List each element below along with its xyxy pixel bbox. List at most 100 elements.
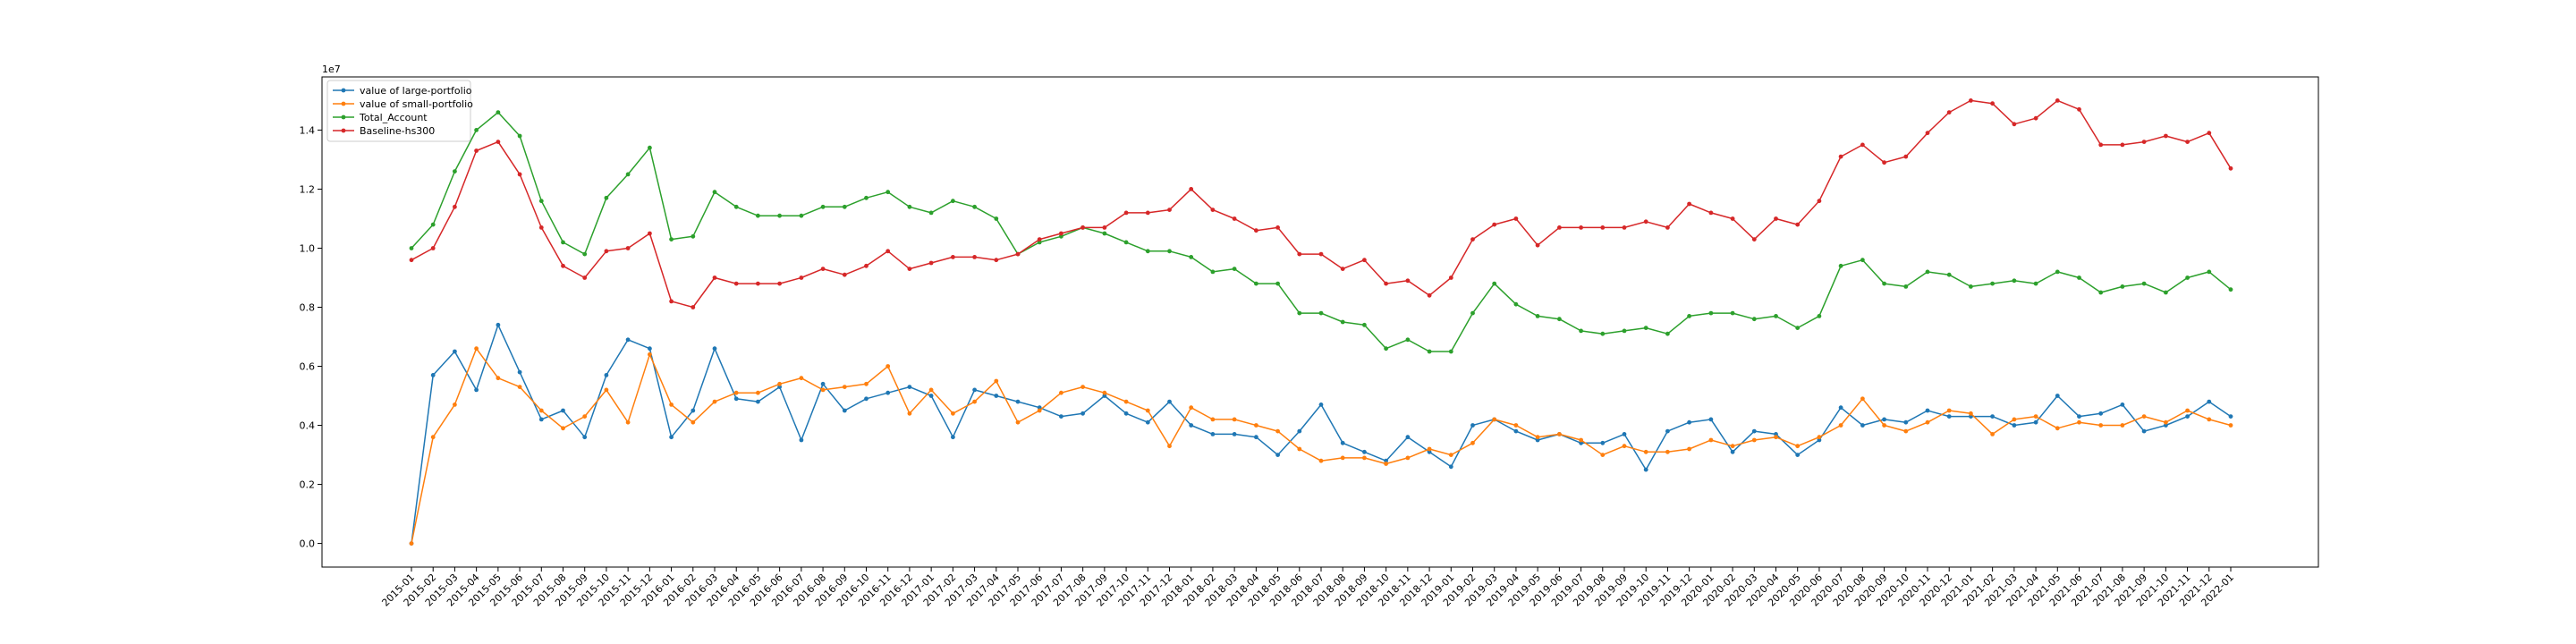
data-point	[1817, 199, 1822, 204]
data-point	[777, 385, 782, 389]
data-point	[1838, 423, 1843, 428]
data-point	[691, 305, 696, 309]
data-point	[1492, 417, 1497, 422]
data-point	[1817, 437, 1822, 443]
data-point	[799, 437, 804, 443]
data-point	[1470, 440, 1475, 445]
data-point	[1600, 331, 1606, 336]
data-point	[538, 417, 544, 422]
data-point	[1665, 225, 1670, 230]
data-point	[1362, 449, 1367, 454]
data-point	[1254, 435, 1258, 440]
data-point	[951, 199, 955, 204]
data-point	[1903, 154, 1909, 159]
data-point	[1297, 310, 1302, 316]
y-tick-label: 1.2	[300, 183, 316, 195]
y-tick-label: 0.2	[300, 479, 316, 491]
data-point	[538, 199, 544, 204]
data-point	[1123, 399, 1129, 404]
legend-label: Baseline-hs300	[360, 125, 435, 137]
data-point	[842, 204, 847, 209]
y-offset-text: 1e7	[322, 64, 341, 75]
data-point	[1123, 210, 1129, 216]
data-point	[561, 240, 565, 245]
y-tick-label: 0.0	[300, 538, 316, 550]
data-point	[1275, 453, 1280, 457]
data-point	[712, 399, 717, 404]
data-point	[1882, 160, 1887, 165]
data-point	[1145, 408, 1150, 413]
data-point	[1080, 411, 1085, 416]
data-point	[1751, 317, 1757, 322]
data-point	[1795, 453, 1801, 457]
data-point	[1882, 281, 1887, 286]
data-point	[2207, 399, 2212, 404]
data-point	[2185, 275, 2190, 280]
data-point	[1167, 208, 1172, 213]
data-point	[2098, 423, 2104, 428]
data-point	[1557, 317, 1562, 322]
data-point	[1600, 440, 1606, 445]
data-point	[2077, 106, 2081, 112]
data-point	[1513, 428, 1519, 434]
data-point	[1990, 281, 1996, 286]
data-point	[1340, 440, 1345, 445]
data-point	[1513, 301, 1519, 307]
data-point	[712, 190, 717, 195]
data-point	[1600, 225, 1606, 230]
data-point	[1795, 326, 1801, 330]
data-point	[1405, 455, 1411, 461]
data-point	[2164, 419, 2168, 425]
data-point	[1946, 414, 1952, 419]
data-point	[1969, 98, 1973, 103]
data-point	[1903, 419, 1909, 425]
data-point	[1687, 201, 1691, 207]
data-point	[1665, 331, 1670, 336]
data-point	[1925, 408, 1930, 413]
data-point	[777, 213, 782, 218]
data-point	[994, 378, 999, 384]
data-point	[2055, 269, 2060, 275]
data-point	[1210, 432, 1216, 436]
data-point	[2120, 142, 2125, 148]
data-point	[1059, 231, 1063, 236]
data-point	[864, 195, 869, 200]
data-point	[1622, 444, 1627, 449]
data-point	[1990, 432, 1996, 436]
data-point	[2185, 140, 2190, 145]
data-point	[2164, 423, 2168, 428]
data-point	[1102, 225, 1107, 230]
data-point	[756, 399, 760, 404]
data-point	[2055, 98, 2060, 103]
data-point	[691, 419, 696, 425]
data-point	[886, 190, 891, 195]
plot-area	[321, 76, 2319, 568]
data-point	[1015, 419, 1021, 425]
data-point	[1579, 437, 1583, 443]
data-point	[1925, 131, 1930, 136]
data-point	[1730, 444, 1735, 449]
data-point	[496, 110, 501, 114]
data-point	[2077, 419, 2081, 425]
data-point	[1232, 417, 1237, 422]
series-1	[409, 322, 2233, 546]
data-point	[1860, 423, 1865, 428]
data-point	[474, 128, 479, 132]
data-point	[1990, 101, 1996, 106]
data-point	[1882, 423, 1887, 428]
data-point	[2185, 408, 2190, 413]
data-point	[2012, 122, 2017, 127]
data-point	[1037, 408, 1042, 413]
data-point	[1340, 455, 1345, 461]
data-point	[1015, 399, 1021, 404]
data-point	[2207, 131, 2212, 136]
data-point	[928, 387, 934, 393]
data-point	[1189, 405, 1194, 411]
y-axis: 0.0 0.2 0.4 0.6 0.8 1.0 1.2 1.4	[300, 124, 322, 550]
data-point	[1210, 417, 1216, 422]
data-point	[1448, 464, 1453, 470]
data-point	[691, 408, 696, 413]
legend-item: value of large-portfolio	[333, 85, 472, 97]
x-axis: 2015-012015-022015-032015-042015-052015-…	[379, 567, 2236, 609]
data-point	[1946, 272, 1952, 277]
